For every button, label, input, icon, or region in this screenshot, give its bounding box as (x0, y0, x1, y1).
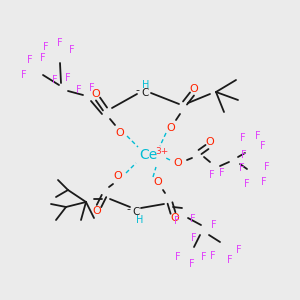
Text: F: F (255, 131, 261, 141)
Text: F: F (209, 170, 215, 180)
Text: -: - (126, 204, 130, 214)
Text: F: F (40, 53, 46, 63)
Text: F: F (191, 233, 197, 243)
Text: H: H (142, 80, 150, 90)
Text: F: F (241, 150, 247, 160)
Text: -: - (135, 85, 139, 95)
Text: F: F (211, 220, 217, 230)
Text: F: F (21, 70, 27, 80)
Text: O: O (167, 123, 176, 133)
Text: F: F (201, 252, 207, 262)
Text: F: F (174, 216, 180, 226)
Text: O: O (114, 171, 122, 181)
Text: F: F (27, 55, 33, 65)
Text: F: F (239, 163, 245, 173)
Text: C: C (132, 207, 140, 217)
Text: F: F (69, 45, 75, 55)
Text: F: F (240, 133, 246, 143)
Text: F: F (244, 179, 250, 189)
Text: O: O (116, 128, 124, 138)
Text: F: F (219, 168, 225, 178)
Text: F: F (43, 42, 49, 52)
Text: C: C (141, 88, 149, 98)
Text: F: F (175, 252, 181, 262)
Text: O: O (171, 213, 179, 223)
Text: F: F (76, 85, 82, 95)
Text: O: O (93, 206, 101, 216)
Text: F: F (190, 214, 196, 224)
Text: 3+: 3+ (155, 148, 169, 157)
Text: F: F (264, 162, 270, 172)
Text: F: F (227, 255, 233, 265)
Text: F: F (57, 38, 63, 48)
Text: F: F (236, 245, 242, 255)
Text: F: F (65, 73, 71, 83)
Text: F: F (260, 141, 266, 151)
Text: F: F (189, 259, 195, 269)
Text: H: H (136, 215, 144, 225)
Text: O: O (206, 137, 214, 147)
Text: F: F (89, 83, 95, 93)
Text: O: O (174, 158, 182, 168)
Text: F: F (210, 251, 216, 261)
Text: Ce: Ce (139, 148, 157, 162)
Text: F: F (52, 75, 58, 85)
Text: O: O (190, 84, 198, 94)
Text: O: O (92, 89, 100, 99)
Text: O: O (154, 177, 162, 187)
Text: F: F (261, 177, 267, 187)
